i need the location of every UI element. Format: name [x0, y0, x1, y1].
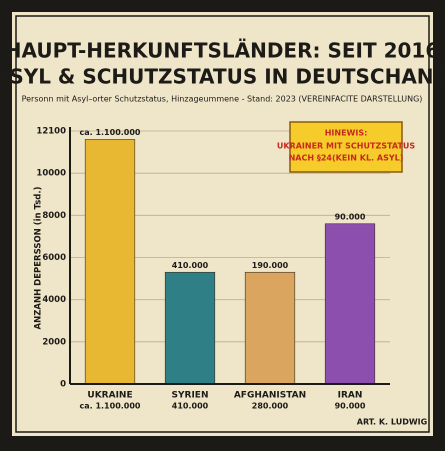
x-tick-label: UKRAINE [87, 391, 132, 401]
bar-text: 410.000 [172, 261, 209, 270]
y-tick-label: 12100 [36, 127, 66, 137]
note-line: NACH §24(KEIN KL. ASYL) [289, 154, 404, 163]
card-inner-border [15, 15, 430, 433]
note-line: UKRAINER MIT SCHUTZSTATUS [277, 142, 416, 151]
chart-title-line2: ASYL & SCHUTZSTATUS IN DEUTSCHAND [0, 65, 445, 89]
bar-text: 190.000 [252, 261, 289, 270]
y-tick-label: 2000 [42, 337, 66, 347]
note-box [289, 121, 403, 173]
bar-text: 90.000 [335, 212, 366, 221]
y-tick-label: 4000 [42, 295, 66, 305]
x-tick-label: IRAN [338, 391, 363, 401]
bar [84, 139, 136, 385]
note-title: HINEWIS: [325, 129, 368, 138]
y-tick-label: 6000 [42, 253, 66, 263]
x-tick-sublabel: ca. 1.100.000 [79, 402, 140, 411]
bar [164, 271, 216, 385]
x-tick-label: AFGHANISTAN [234, 391, 306, 401]
plot: 0 2000 4000 6000 8000 10000 12100 ca. 1.100.000… [36, 127, 390, 411]
bar [244, 271, 296, 385]
y-tick-label: 0 [60, 380, 66, 390]
bar [324, 223, 376, 385]
x-tick-sublabel: 90.000 [335, 402, 366, 411]
x-tick-label: SYRIEN [172, 391, 209, 401]
chart-title: HAUPT-HERKUNFTSLÄNDER: SEIT 2016 [5, 39, 440, 63]
y-tick-label: 8000 [42, 211, 66, 221]
chart-subtitle: Personn mit Asyl–orter Schutzstatus, Hin… [22, 95, 423, 104]
y-tick-label: 10000 [36, 169, 66, 179]
y-axis-label: ANZANH DEPERSSON (in Tsd.) [34, 186, 44, 329]
bar-text: ca. 1.100.000 [79, 128, 140, 137]
x-tick-sublabel: 410.000 [172, 402, 209, 411]
x-tick-sublabel: 280.000 [252, 402, 289, 411]
credit: ART. K. LUDWIG [357, 418, 427, 427]
